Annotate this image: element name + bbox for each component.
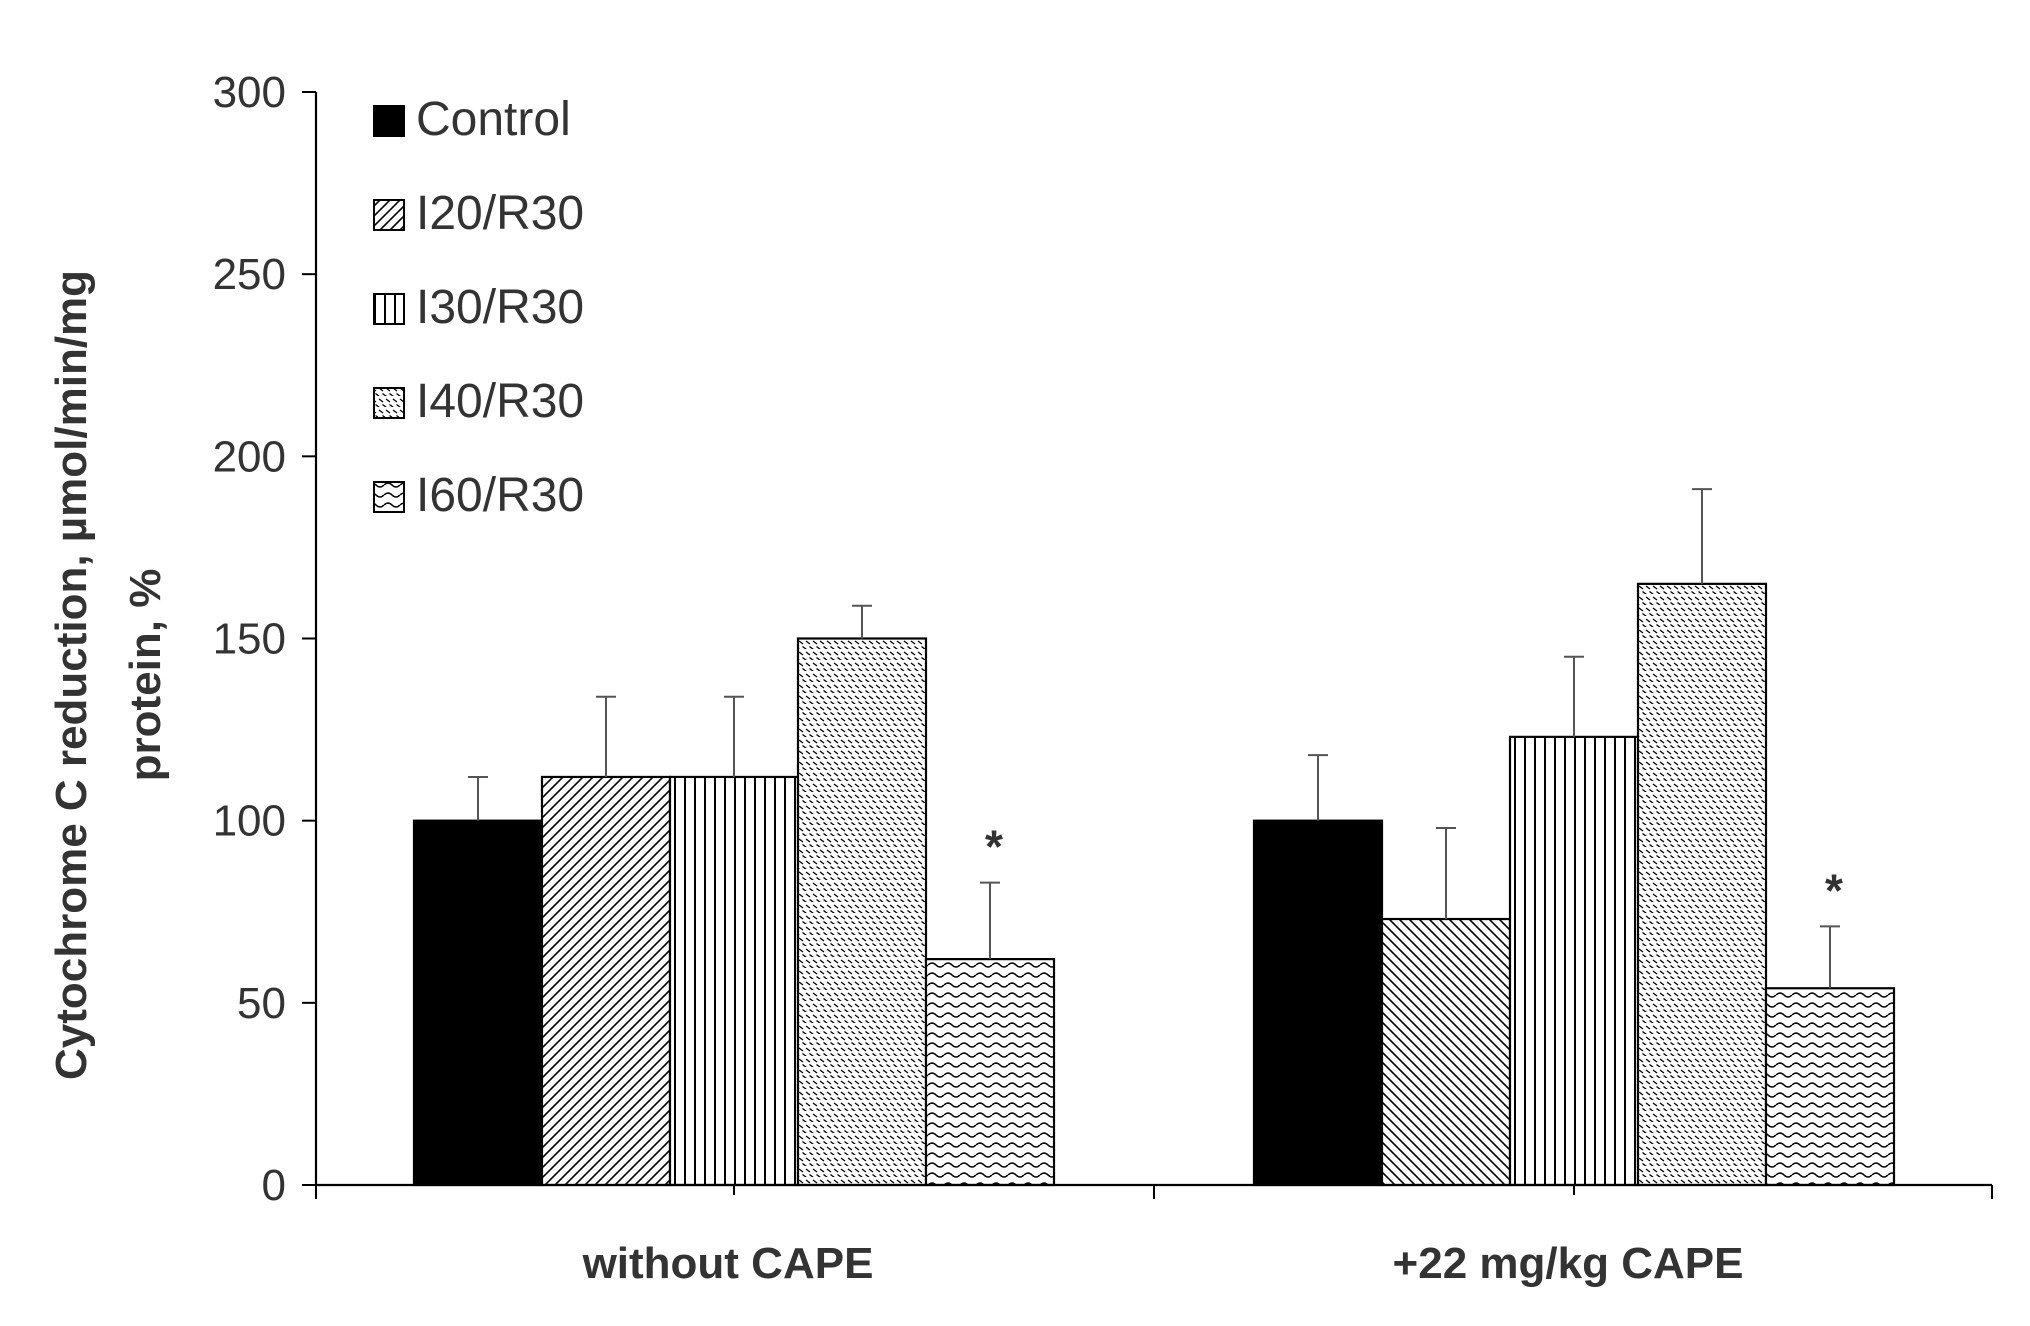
y-tick-label: 300: [213, 68, 286, 117]
bar-i40-r30-without-cape: [796, 637, 928, 1187]
bar-i30-r30-without-cape: [668, 775, 800, 1187]
legend-label-control: Control: [416, 93, 571, 146]
bar-i60-r30-22-mg-kg-cape: [1764, 987, 1896, 1187]
legend-label-i40-r30: I40/R30: [416, 375, 584, 428]
bar-i30-r30-22-mg-kg-cape: [1508, 735, 1640, 1187]
legend-label-i20-r30: I20/R30: [416, 187, 584, 240]
y-tick-label: 0: [262, 1161, 286, 1210]
y-tick-label: 100: [213, 797, 286, 846]
significance-marker: *: [1825, 864, 1843, 916]
x-tick-label-22-mg-kg-cape: +22 mg/kg CAPE: [1393, 1239, 1744, 1288]
bar-control-22-mg-kg-cape: [1252, 819, 1384, 1187]
bar-i20-r30-without-cape: [540, 775, 672, 1187]
y-tick-label: 200: [213, 432, 286, 481]
legend-swatch-i60-r30: [373, 481, 405, 513]
legend-label-i30-r30: I30/R30: [416, 281, 584, 334]
y-axis-label-line-1: Cytochrome C reduction, µmol/min/mg: [47, 270, 96, 1080]
x-tick-label-without-cape: without CAPE: [582, 1239, 874, 1288]
legend-swatch-i40-r30: [373, 387, 405, 419]
legend-swatch-i30-r30: [373, 293, 405, 325]
bar-control-without-cape: [412, 819, 544, 1187]
significance-marker: *: [985, 821, 1003, 873]
y-tick-label: 250: [213, 250, 286, 299]
legend-swatch-control: [373, 105, 405, 137]
legend-label-i60-r30: I60/R30: [416, 469, 584, 522]
bar-i20-r30-22-mg-kg-cape: [1380, 917, 1512, 1187]
legend-swatch-i20-r30: [373, 199, 405, 231]
y-axis-label-line-2: protein, %: [121, 569, 170, 782]
bar-i60-r30-without-cape: [924, 958, 1056, 1187]
y-tick-label: 50: [237, 979, 286, 1028]
y-tick-label: 150: [213, 615, 286, 664]
bar-i40-r30-22-mg-kg-cape: [1636, 582, 1768, 1187]
